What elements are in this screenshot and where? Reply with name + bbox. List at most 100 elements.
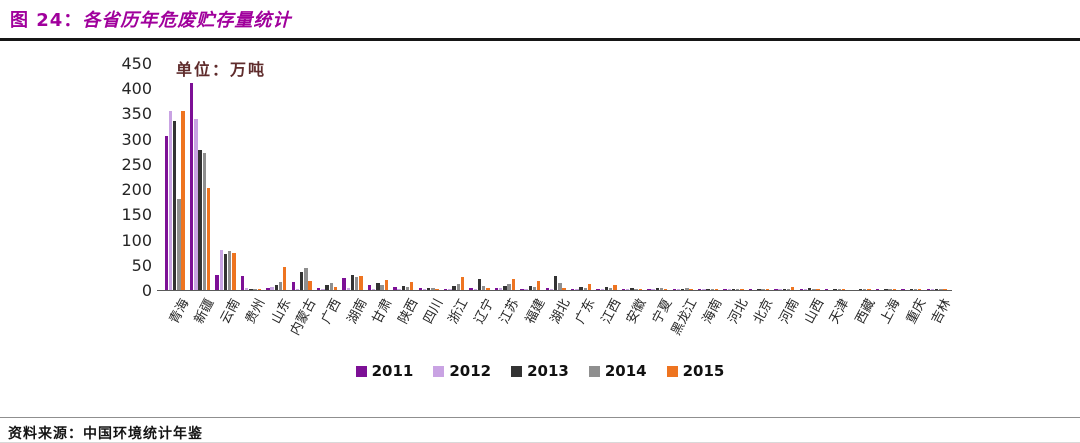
x-axis-label: 宁夏 [649, 296, 675, 327]
bar [321, 289, 325, 290]
bar [702, 289, 706, 290]
legend-label: 2012 [449, 362, 492, 380]
bar [257, 289, 262, 290]
figure-title: 图 24：各省历年危废贮存量统计 [10, 6, 291, 32]
y-axis-tick-label: 450 [121, 54, 152, 73]
bar [841, 289, 846, 290]
x-axis-label: 广西 [319, 296, 345, 327]
legend-item: 2013 [511, 362, 569, 380]
bar [655, 288, 660, 290]
x-axis-label: 湖北 [547, 296, 574, 327]
legend-item: 2014 [588, 362, 647, 380]
bar [630, 288, 634, 290]
bar [346, 288, 351, 290]
x-axis-label: 云南 [217, 296, 244, 327]
bar [198, 150, 202, 290]
x-axis-line [157, 290, 952, 291]
bar [503, 286, 507, 290]
bar [634, 289, 638, 290]
legend-swatch-icon [666, 365, 678, 377]
bar [689, 289, 693, 290]
x-axis-label: 北京 [751, 296, 777, 327]
bar [862, 289, 867, 290]
bar [575, 289, 579, 290]
bar [926, 289, 931, 290]
bar [333, 287, 338, 290]
bar [858, 289, 863, 290]
bar [553, 276, 558, 290]
bar [596, 289, 600, 290]
bar [562, 288, 566, 290]
x-axis-label: 四川 [420, 296, 447, 327]
bar [774, 289, 778, 290]
bar [384, 280, 389, 290]
bar [714, 289, 719, 290]
unit-label: 单位：万吨 [176, 60, 267, 79]
bar [917, 289, 922, 290]
bar [697, 289, 702, 290]
y-axis-tick-label: 0 [141, 281, 152, 300]
bar [371, 289, 376, 290]
bar [638, 289, 643, 290]
y-axis-tick-label: 200 [121, 180, 152, 200]
bar [799, 289, 804, 290]
bar [431, 288, 435, 290]
y-axis-tick-label: 100 [121, 230, 152, 250]
bar [748, 289, 753, 290]
bar [782, 289, 787, 290]
bar [558, 283, 562, 290]
bar [215, 275, 219, 290]
legend-item: 2011 [355, 362, 414, 380]
x-axis-label: 福建 [522, 296, 548, 327]
bar [168, 111, 173, 290]
bar [604, 287, 609, 290]
bar [524, 289, 528, 290]
figure-number: 图 24： [10, 10, 83, 31]
x-axis-label: 辽宁 [471, 296, 498, 327]
bar [401, 286, 406, 290]
bar [295, 289, 300, 290]
bar [659, 288, 664, 290]
bar [325, 285, 329, 290]
bar [608, 288, 613, 290]
source-text: 中国环境统计年鉴 [83, 426, 203, 442]
bar [549, 289, 554, 290]
bar [426, 288, 431, 290]
bar [397, 289, 401, 290]
bar [511, 279, 516, 290]
y-axis-tick-label: 150 [121, 205, 152, 225]
legend-swatch-icon [588, 365, 600, 377]
x-axis-label: 重庆 [903, 296, 929, 327]
source-divider [0, 417, 1080, 418]
bar [316, 288, 321, 290]
bar [621, 289, 626, 290]
x-axis-label: 山东 [268, 296, 294, 327]
x-axis-label: 上海 [878, 296, 904, 327]
bar [240, 276, 245, 290]
x-axis-label: 青海 [166, 296, 193, 327]
legend-item: 2012 [433, 362, 491, 380]
bar [651, 289, 655, 290]
bar [909, 289, 914, 290]
bar [685, 288, 689, 290]
bar [481, 286, 486, 290]
bar [723, 289, 727, 290]
bar [765, 289, 770, 290]
bar [706, 289, 710, 290]
bar [545, 288, 550, 290]
bar [892, 289, 897, 290]
bar [359, 276, 363, 290]
bar [731, 289, 736, 290]
bar [367, 285, 372, 290]
bar [405, 287, 410, 290]
bar [219, 250, 224, 290]
y-axis-tick-label: 350 [121, 104, 152, 124]
bar [253, 289, 257, 290]
legend-label: 2011 [371, 362, 414, 380]
bar [299, 272, 304, 290]
bar [647, 289, 651, 290]
source-note: 资料来源：中国环境统计年鉴 [8, 423, 203, 443]
legend-label: 2015 [682, 362, 725, 380]
bar [803, 289, 808, 290]
title-divider [0, 38, 1080, 41]
